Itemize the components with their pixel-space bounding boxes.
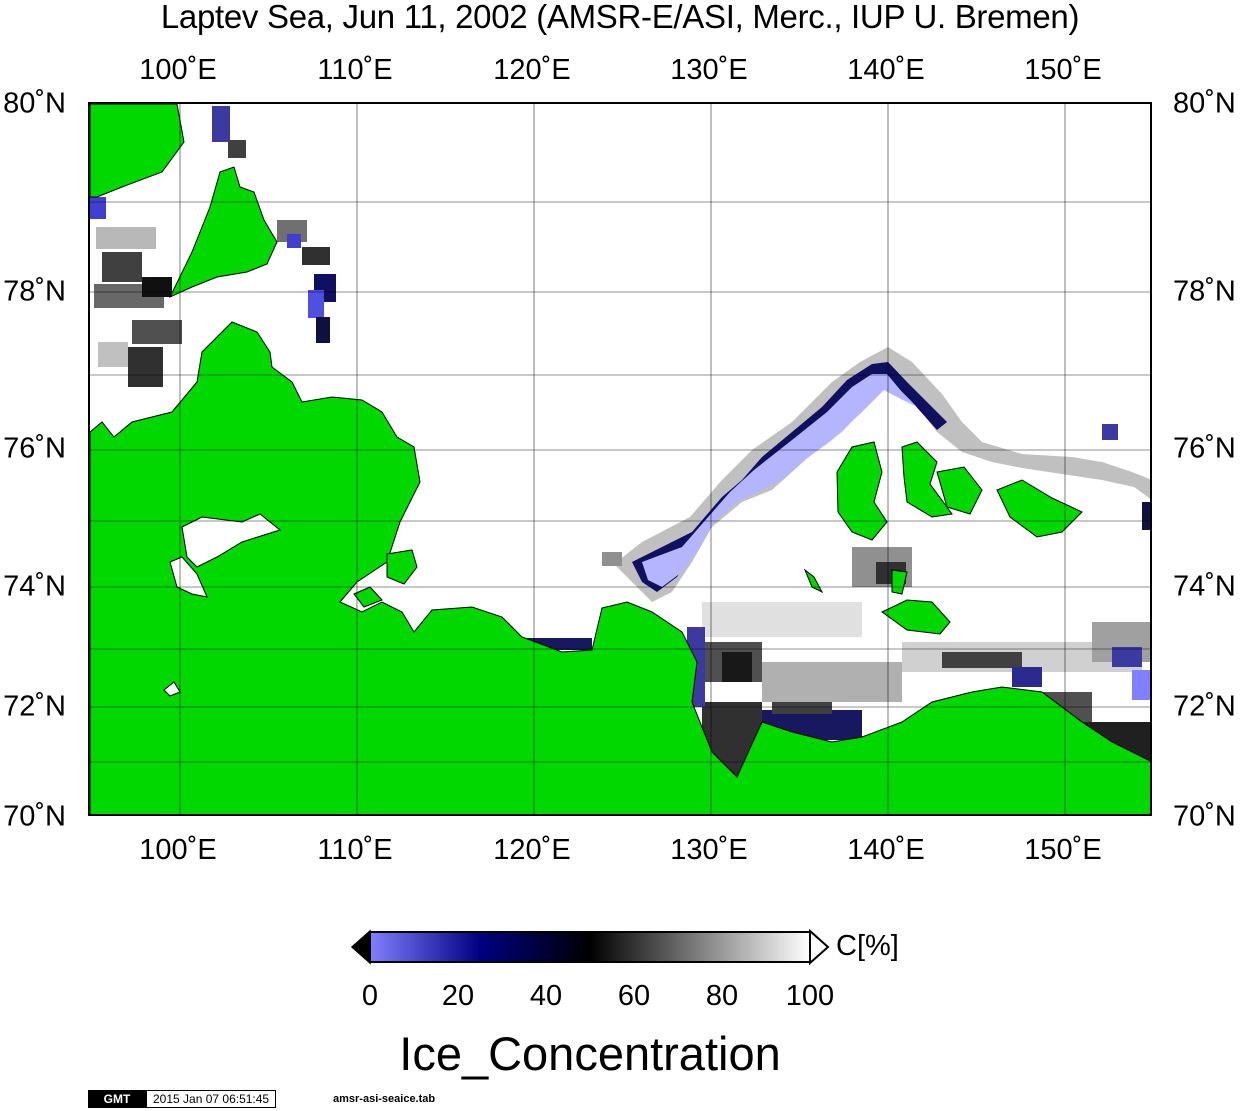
land-new-siberia-1	[936, 466, 983, 515]
ice-patch	[602, 552, 622, 566]
land-coastal-islet	[353, 586, 383, 608]
right-lat-label-74: 74˚N	[1173, 570, 1236, 603]
colorbar	[350, 928, 830, 966]
right-lat-label-72: 72˚N	[1173, 690, 1236, 723]
bottom-lon-label-150: 150˚E	[1024, 834, 1102, 866]
colorbar-unit: C[%]	[836, 930, 899, 962]
land-maly-lyakhovsky	[891, 569, 908, 595]
land-kotelny-island	[836, 441, 888, 541]
land-begichev-island	[386, 549, 418, 585]
map-title: Laptev Sea, Jun 11, 2002 (AMSR-E/ASI, Me…	[160, 0, 1080, 35]
ice-patch	[702, 602, 862, 637]
ice-patch	[102, 252, 142, 282]
land-severnaya-zemlya-bolshevik	[168, 166, 278, 299]
left-lat-label-76: 76˚N	[3, 432, 66, 465]
top-lon-label-110: 110˚E	[317, 54, 393, 86]
bottom-lon-label-130: 130˚E	[670, 834, 748, 866]
top-lon-label-140: 140˚E	[847, 54, 925, 86]
left-lat-label-78: 78˚N	[3, 275, 66, 308]
left-lat-label-72: 72˚N	[3, 690, 66, 723]
colorbar-tick-100: 100	[785, 980, 835, 1012]
colorbar-svg	[350, 928, 830, 966]
ice-patch	[722, 652, 752, 682]
ice-patch	[302, 247, 330, 265]
left-lat-label-74: 74˚N	[3, 570, 66, 603]
colorbar-tick-40: 40	[529, 980, 563, 1012]
ice-patch	[316, 317, 330, 343]
ice-patch	[642, 374, 917, 587]
colorbar-title: Ice_Concentration	[399, 1027, 781, 1080]
source-filename: amsr-asi-seaice.tab	[333, 1093, 436, 1105]
colorbar-tick-60: 60	[617, 980, 651, 1012]
ice-patch	[942, 652, 1022, 668]
land-severnaya-zemlya-north	[90, 104, 185, 198]
colorbar-tick-0: 0	[361, 980, 379, 1012]
ice-patch	[1132, 670, 1150, 700]
land-new-siberia-island	[996, 479, 1083, 538]
ice-patch	[96, 227, 156, 249]
lake-taymyr	[181, 513, 282, 568]
ice-patch	[308, 290, 324, 318]
right-lat-label-76: 76˚N	[1173, 432, 1236, 465]
ice-patch	[212, 106, 230, 142]
colorbar-tick-20: 20	[441, 980, 475, 1012]
right-lat-label-80: 80˚N	[1173, 87, 1236, 120]
bottom-lon-label-120: 120˚E	[493, 834, 571, 866]
bottom-lon-label-140: 140˚E	[847, 834, 925, 866]
ice-patch	[287, 234, 301, 248]
left-lat-label-80: 80˚N	[3, 87, 66, 120]
graticule	[90, 104, 1150, 814]
top-lon-label-130: 130˚E	[670, 54, 748, 86]
left-lat-label-70: 70˚N	[3, 800, 66, 833]
colorbar-low-triangle	[350, 929, 371, 965]
ice-patch	[132, 320, 182, 344]
colorbar-gradient	[369, 931, 811, 963]
land-bolshoy-lyakhovsky	[881, 599, 951, 635]
land-faddeyevsky-island	[901, 441, 953, 518]
bottom-lon-label-100: 100˚E	[139, 834, 217, 866]
bottom-lon-label-110: 110˚E	[317, 834, 393, 866]
ice-patch	[1012, 667, 1042, 687]
land-siberian-mainland	[90, 321, 1150, 814]
top-lon-label-120: 120˚E	[493, 54, 571, 86]
ice-patch	[90, 197, 106, 219]
ice-patch	[142, 277, 172, 297]
ice-patch	[772, 702, 832, 714]
top-lon-label-100: 100˚E	[139, 54, 217, 86]
colorbar-tick-80: 80	[705, 980, 739, 1012]
timestamp: 2015 Jan 07 06:51:45	[146, 1090, 277, 1108]
land-masses	[90, 104, 1150, 814]
ice-patch	[762, 662, 902, 702]
land-islet	[803, 568, 824, 594]
ice-patch	[228, 140, 246, 158]
ice-patch	[1112, 647, 1142, 667]
gmt-logo: GMT	[88, 1090, 146, 1108]
ice-patch	[128, 347, 163, 387]
right-lat-label-78: 78˚N	[1173, 275, 1236, 308]
colorbar-high-triangle	[809, 928, 830, 966]
ice-patch	[1102, 424, 1118, 440]
map-svg	[90, 104, 1150, 814]
map-frame	[88, 102, 1152, 816]
ice-patch	[98, 342, 128, 367]
ice-patch	[1142, 502, 1150, 530]
top-lon-label-150: 150˚E	[1024, 54, 1102, 86]
right-lat-label-70: 70˚N	[1173, 800, 1236, 833]
